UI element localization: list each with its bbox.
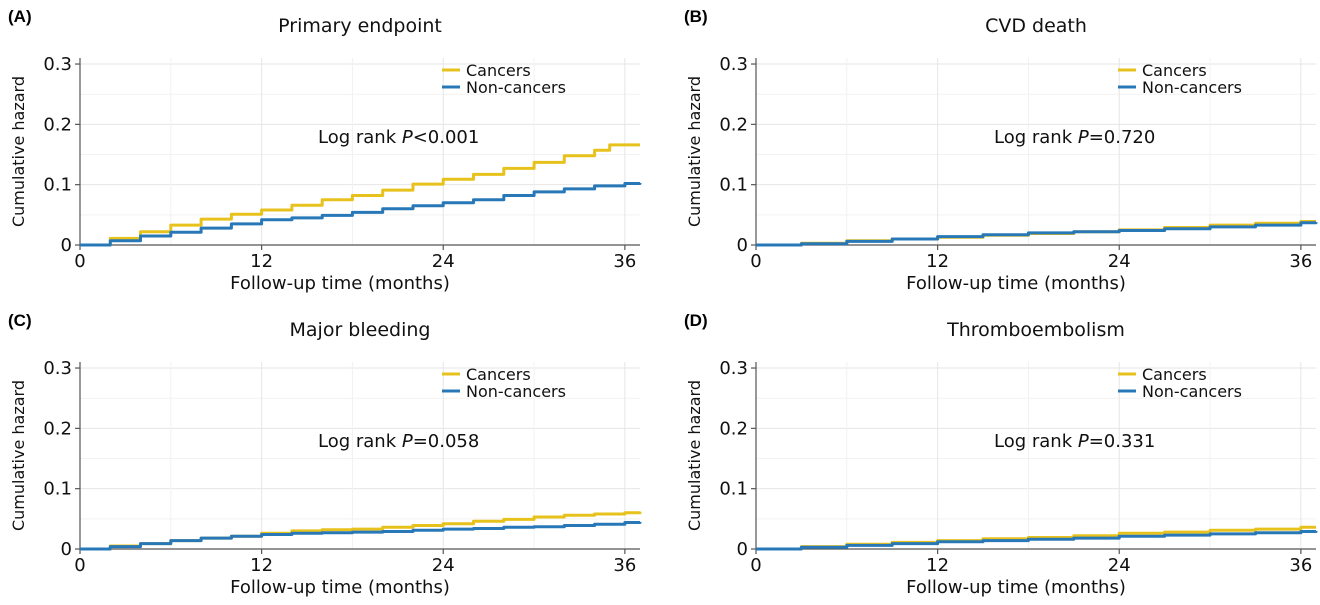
y-axis-title: Cumulative hazard	[9, 76, 28, 227]
y-tick-label: 0.1	[719, 175, 748, 196]
legend-label: Cancers	[1142, 61, 1207, 80]
annotation-value: <0.001	[413, 127, 480, 148]
chart-panel-c: (C) Major bleeding 0 0.1 0.2 0.3 0 12 24 36 Follow…	[0, 304, 660, 605]
x-tick-label: 36	[1289, 251, 1312, 272]
y-tick-label: 0.1	[43, 175, 72, 196]
y-axis-title: Cumulative hazard	[685, 76, 704, 227]
y-tick-label: 0.2	[43, 114, 72, 135]
series-line-non-cancers	[80, 521, 642, 551]
x-tick-label: 36	[613, 251, 636, 272]
y-tick-label: 0.2	[719, 114, 748, 135]
annotation-p: P	[1078, 127, 1089, 148]
x-tick-label: 24	[1108, 555, 1131, 576]
chart-panel-d: (D) Thromboembolism 0 0.1 0.2 0.3 0 12 24 36 Follo…	[676, 304, 1320, 605]
panel-label: (B)	[684, 7, 708, 26]
annotation-p: P	[402, 431, 413, 452]
chart-b-svg: (B) CVD death 0 0.1 0.2 0.3 0 12 24 36 Follow-up t…	[684, 7, 1318, 294]
series-line-non-cancers	[756, 221, 1318, 247]
legend-label: Cancers	[1142, 365, 1207, 384]
y-tick-label: 0	[61, 235, 72, 256]
panel-label: (D)	[684, 311, 708, 330]
x-axis-title: Follow-up time (months)	[906, 577, 1126, 598]
legend-label: Non-cancers	[1142, 78, 1242, 97]
annotation-value: =0.331	[1089, 431, 1156, 452]
x-tick-label: 0	[750, 555, 761, 576]
y-tick-label: 0.2	[43, 418, 72, 439]
legend-label: Cancers	[466, 61, 531, 80]
y-tick-label: 0.3	[43, 358, 72, 379]
x-tick-label: 12	[926, 555, 949, 576]
x-axis-title: Follow-up time (months)	[230, 273, 450, 294]
x-tick-label: 0	[74, 251, 85, 272]
series-line-non-cancers	[756, 530, 1318, 551]
log-rank-annotation: Log rank P=0.720	[994, 127, 1155, 148]
x-tick-label: 12	[250, 251, 273, 272]
y-axis-title: Cumulative hazard	[9, 380, 28, 531]
legend-label: Cancers	[466, 365, 531, 384]
legend-label: Non-cancers	[466, 78, 566, 97]
grid	[79, 58, 640, 246]
x-tick-label: 36	[613, 555, 636, 576]
x-axis-title: Follow-up time (months)	[906, 273, 1126, 294]
x-tick-label: 36	[1289, 555, 1312, 576]
log-rank-annotation: Log rank P=0.058	[318, 431, 479, 452]
y-axis-title: Cumulative hazard	[685, 380, 704, 531]
y-tick-label: 0.1	[43, 479, 72, 500]
chart-c-svg: (C) Major bleeding 0 0.1 0.2 0.3 0 12 24 36 Follow…	[8, 311, 642, 598]
log-rank-annotation: Log rank P=0.331	[994, 431, 1155, 452]
annotation-prefix: Log rank	[994, 431, 1078, 452]
series-line-cancers	[80, 143, 640, 247]
y-tick-label: 0.1	[719, 479, 748, 500]
annotation-prefix: Log rank	[318, 431, 402, 452]
y-tick-label: 0.2	[719, 418, 748, 439]
chart-d-svg: (D) Thromboembolism 0 0.1 0.2 0.3 0 12 24 36 Follo…	[684, 311, 1318, 598]
chart-title: Major bleeding	[290, 319, 431, 341]
grid	[755, 362, 1316, 550]
x-tick-label: 12	[250, 555, 273, 576]
annotation-p: P	[402, 127, 413, 148]
annotation-p: P	[1078, 431, 1089, 452]
chart-a-svg: (A) Primary endpoint 0 0.1 0.2 0.3 0 12 24 36 Foll…	[8, 7, 642, 294]
x-tick-label: 0	[750, 251, 761, 272]
annotation-value: =0.720	[1089, 127, 1156, 148]
y-tick-label: 0	[61, 539, 72, 560]
y-tick-label: 0	[737, 235, 748, 256]
grid	[79, 362, 640, 550]
panel-label: (C)	[8, 311, 32, 330]
annotation-value: =0.058	[413, 431, 480, 452]
x-axis-title: Follow-up time (months)	[230, 577, 450, 598]
chart-title: Thromboembolism	[946, 319, 1125, 341]
series-line-non-cancers	[80, 182, 642, 247]
y-tick-label: 0.3	[43, 54, 72, 75]
legend-label: Non-cancers	[466, 382, 566, 401]
annotation-prefix: Log rank	[994, 127, 1078, 148]
annotation-prefix: Log rank	[318, 127, 402, 148]
chart-title: Primary endpoint	[278, 15, 442, 37]
log-rank-annotation: Log rank P<0.001	[318, 127, 479, 148]
grid	[755, 58, 1316, 246]
legend-label: Non-cancers	[1142, 382, 1242, 401]
panel-label: (A)	[8, 7, 32, 26]
x-tick-label: 24	[432, 251, 455, 272]
chart-title: CVD death	[985, 15, 1087, 37]
chart-panel-a: (A) Primary endpoint 0 0.1 0.2 0.3 0 12 24 36 Foll…	[0, 0, 660, 301]
chart-panel-b: (B) CVD death 0 0.1 0.2 0.3 0 12 24 36 Follow-up t…	[676, 0, 1320, 301]
x-tick-label: 12	[926, 251, 949, 272]
y-tick-label: 0	[737, 539, 748, 560]
y-tick-label: 0.3	[719, 54, 748, 75]
x-tick-label: 0	[74, 555, 85, 576]
y-tick-label: 0.3	[719, 358, 748, 379]
x-tick-label: 24	[432, 555, 455, 576]
x-tick-label: 24	[1108, 251, 1131, 272]
